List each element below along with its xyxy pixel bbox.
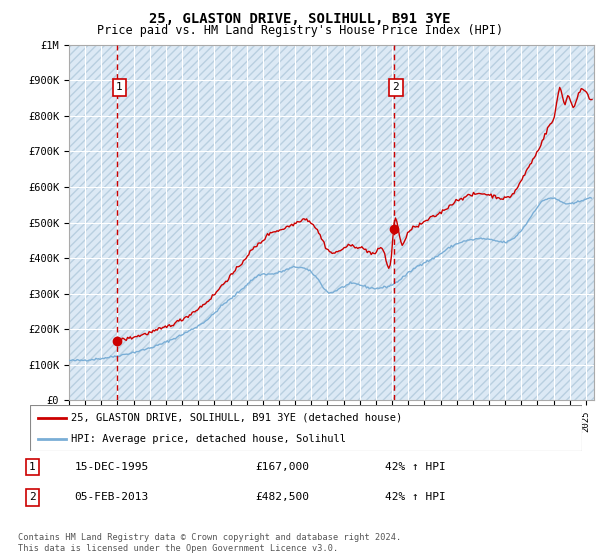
Text: £167,000: £167,000	[255, 462, 309, 472]
Text: 2: 2	[29, 492, 35, 502]
Text: 25, GLASTON DRIVE, SOLIHULL, B91 3YE: 25, GLASTON DRIVE, SOLIHULL, B91 3YE	[149, 12, 451, 26]
Text: 15-DEC-1995: 15-DEC-1995	[74, 462, 149, 472]
Text: 1: 1	[116, 82, 122, 92]
Text: 1: 1	[29, 462, 35, 472]
Text: 05-FEB-2013: 05-FEB-2013	[74, 492, 149, 502]
Text: Price paid vs. HM Land Registry's House Price Index (HPI): Price paid vs. HM Land Registry's House …	[97, 24, 503, 36]
Text: 2: 2	[392, 82, 400, 92]
Text: 42% ↑ HPI: 42% ↑ HPI	[385, 492, 445, 502]
Text: 25, GLASTON DRIVE, SOLIHULL, B91 3YE (detached house): 25, GLASTON DRIVE, SOLIHULL, B91 3YE (de…	[71, 413, 403, 423]
Text: 42% ↑ HPI: 42% ↑ HPI	[385, 462, 445, 472]
Text: £482,500: £482,500	[255, 492, 309, 502]
Text: Contains HM Land Registry data © Crown copyright and database right 2024.
This d: Contains HM Land Registry data © Crown c…	[18, 533, 401, 553]
Text: HPI: Average price, detached house, Solihull: HPI: Average price, detached house, Soli…	[71, 435, 346, 444]
